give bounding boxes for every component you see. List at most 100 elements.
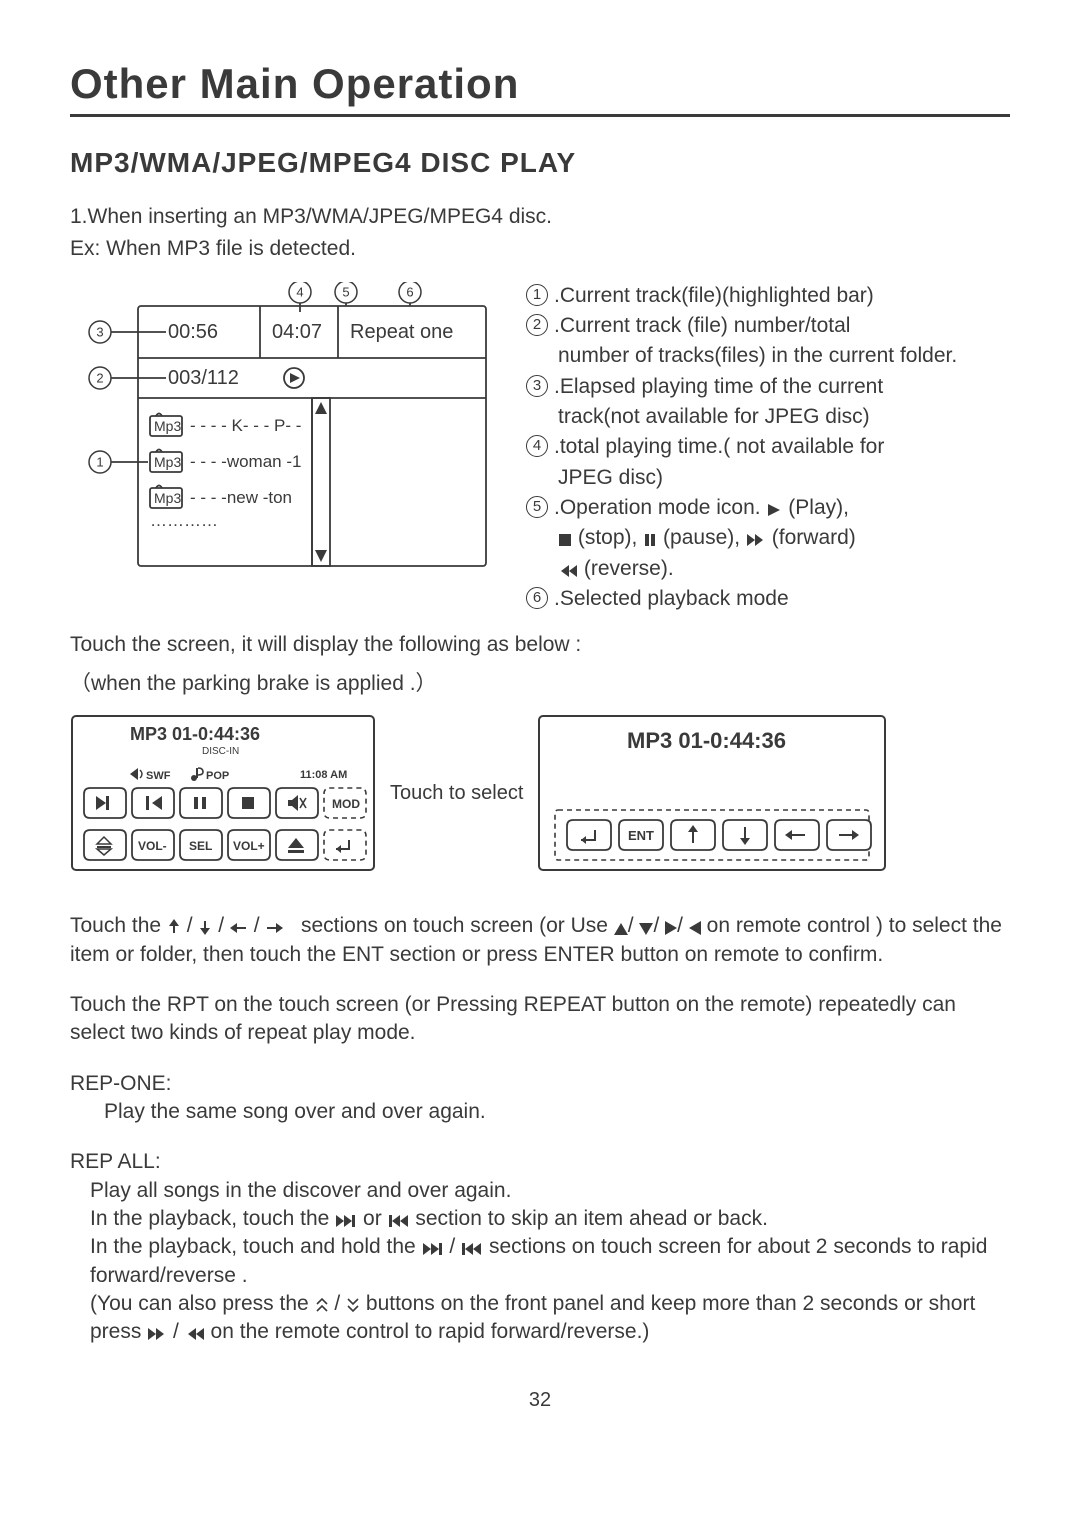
page-number: 32 bbox=[70, 1387, 1010, 1414]
svg-text:00:56: 00:56 bbox=[168, 321, 218, 343]
legend-2: .Current track (file) number/total bbox=[554, 312, 850, 340]
svg-text:Mp3: Mp3 bbox=[154, 490, 181, 506]
arrow-down-icon bbox=[198, 914, 212, 937]
svg-text:…………: ………… bbox=[150, 511, 218, 530]
rep-all-l2: In the playback, touch the or section to… bbox=[90, 1205, 1010, 1233]
svg-text:2: 2 bbox=[96, 370, 103, 385]
touch-para: Touch the / / / sections on touch screen… bbox=[70, 912, 1010, 969]
legend-6: .Selected playback mode bbox=[554, 585, 789, 613]
btn-stop-icon bbox=[228, 788, 270, 818]
svg-text:MP3 01-0:44:36: MP3 01-0:44:36 bbox=[627, 728, 786, 753]
btn-vol-minus: VOL- bbox=[132, 830, 174, 860]
svg-text:11:08 AM: 11:08 AM bbox=[300, 769, 347, 781]
legend-num-1: 1 bbox=[526, 284, 548, 306]
svg-text:SEL: SEL bbox=[189, 839, 212, 853]
reverse-icon bbox=[558, 557, 578, 580]
rep-all-body: Play all songs in the discover and over … bbox=[70, 1177, 1010, 1347]
legend-num-2: 2 bbox=[526, 314, 548, 336]
svg-text:VOL+: VOL+ bbox=[233, 839, 265, 853]
svg-text:- - - -woman -1: - - - -woman -1 bbox=[190, 452, 301, 471]
arrow-up-icon bbox=[167, 914, 181, 937]
skip-back-icon bbox=[388, 1207, 410, 1230]
svg-text:4: 4 bbox=[296, 284, 303, 299]
rep-one-desc: Play the same song over and over again. bbox=[70, 1098, 1010, 1126]
legend-3: .Elapsed playing time of the current bbox=[554, 373, 883, 401]
intro-line-2: Ex: When MP3 file is detected. bbox=[70, 235, 1010, 263]
svg-text:VOL-: VOL- bbox=[138, 839, 167, 853]
svg-text:POP: POP bbox=[206, 770, 229, 782]
svg-text:SWF: SWF bbox=[146, 770, 171, 782]
arrow-right-icon bbox=[265, 914, 283, 937]
title-rule bbox=[70, 114, 1010, 117]
p2-up-icon bbox=[671, 820, 715, 850]
svg-text:3: 3 bbox=[96, 324, 103, 339]
tri-down-icon bbox=[639, 914, 653, 937]
tri-right-icon bbox=[665, 914, 677, 937]
btn-eject-icon bbox=[84, 830, 126, 860]
legend-num-3: 3 bbox=[526, 375, 548, 397]
skip-fwd-icon bbox=[422, 1235, 444, 1258]
svg-text:1: 1 bbox=[96, 454, 103, 469]
legend-5-line2: (stop), (pause), (forward) bbox=[526, 524, 1010, 552]
svg-text:Mp3: Mp3 bbox=[154, 418, 181, 434]
rep-all-l3: In the playback, touch and hold the / se… bbox=[90, 1233, 1010, 1290]
p2-return-icon bbox=[567, 820, 611, 850]
svg-text:6: 6 bbox=[406, 284, 413, 299]
svg-text:- - - -new -ton: - - - -new -ton bbox=[190, 488, 292, 507]
rep-one-head: REP-ONE: bbox=[70, 1070, 1010, 1098]
arrow-left-icon bbox=[230, 914, 248, 937]
btn-vol-plus: VOL+ bbox=[228, 830, 270, 860]
ff-icon bbox=[147, 1320, 167, 1343]
intro-line-1: 1.When inserting an MP3/WMA/JPEG/MPEG4 d… bbox=[70, 203, 1010, 231]
svg-text:- - - - K- - - P- -: - - - - K- - - P- - bbox=[190, 416, 301, 435]
svg-text:Repeat one: Repeat one bbox=[350, 321, 453, 343]
legend-1: .Current track(file)(highlighted bar) bbox=[554, 282, 874, 310]
mid-note-2: （when the parking brake is applied .） bbox=[70, 670, 1010, 698]
btn-sel: SEL bbox=[180, 830, 222, 860]
btn-pause-icon bbox=[180, 788, 222, 818]
skip-fwd-icon bbox=[335, 1207, 357, 1230]
btn-next-icon bbox=[84, 788, 126, 818]
rep-all-head: REP ALL: bbox=[70, 1148, 1010, 1176]
rpt-para: Touch the RPT on the touch screen (or Pr… bbox=[70, 991, 1010, 1048]
tri-left-icon bbox=[689, 914, 701, 937]
rw-icon bbox=[185, 1320, 205, 1343]
p2-down-icon bbox=[723, 820, 767, 850]
svg-text:Mp3: Mp3 bbox=[154, 454, 181, 470]
p2-ent: ENT bbox=[619, 820, 663, 850]
btn-eject-up-icon bbox=[276, 830, 318, 860]
legend-2b: number of tracks(files) in the current f… bbox=[526, 342, 1010, 370]
rep-all-l4: (You can also press the / buttons on the… bbox=[90, 1290, 1010, 1347]
svg-text:003/112: 003/112 bbox=[168, 367, 239, 389]
play-icon bbox=[766, 496, 782, 519]
legend-num-4: 4 bbox=[526, 435, 548, 457]
svg-text:MP3 01-0:44:36: MP3 01-0:44:36 bbox=[130, 724, 260, 744]
p2-right-icon bbox=[827, 820, 871, 850]
svg-text:5: 5 bbox=[342, 284, 349, 299]
display-diagram: .st { stroke:#3a3a3a; stroke-width:1.8; … bbox=[70, 282, 500, 582]
tri-up-icon bbox=[614, 914, 628, 937]
forward-icon bbox=[746, 526, 766, 549]
chevrons-up-icon bbox=[315, 1292, 329, 1315]
legend-4: .total playing time.( not available for bbox=[554, 433, 884, 461]
legend-5: .Operation mode icon. (Play), bbox=[554, 494, 849, 522]
skip-back-icon bbox=[461, 1235, 483, 1258]
stop-icon bbox=[558, 526, 572, 549]
legend-num-5: 5 bbox=[526, 496, 548, 518]
chevrons-down-icon bbox=[346, 1292, 360, 1315]
p2-left-icon bbox=[775, 820, 819, 850]
touch-panel-2: .pst{stroke:#3a3a3a;stroke-width:2;fill:… bbox=[537, 714, 887, 872]
legend-4b: JPEG disc) bbox=[526, 464, 1010, 492]
svg-text:ENT: ENT bbox=[628, 828, 654, 843]
touch-panel-1: .pst{stroke:#3a3a3a;stroke-width:2;fill:… bbox=[70, 714, 376, 872]
btn-prev-icon bbox=[132, 788, 174, 818]
legend-5-line3: (reverse). bbox=[526, 555, 1010, 583]
svg-text:04:07: 04:07 bbox=[272, 321, 322, 343]
legend: 1 .Current track(file)(highlighted bar) 2… bbox=[526, 282, 1010, 614]
rep-all-l1: Play all songs in the discover and over … bbox=[90, 1177, 1010, 1205]
page-title: Other Main Operation bbox=[70, 60, 1010, 108]
mid-note-1: Touch the screen, it will display the fo… bbox=[70, 631, 1010, 659]
btn-mute-icon bbox=[276, 788, 318, 818]
legend-num-6: 6 bbox=[526, 587, 548, 609]
legend-3b: track(not available for JPEG disc) bbox=[526, 403, 1010, 431]
